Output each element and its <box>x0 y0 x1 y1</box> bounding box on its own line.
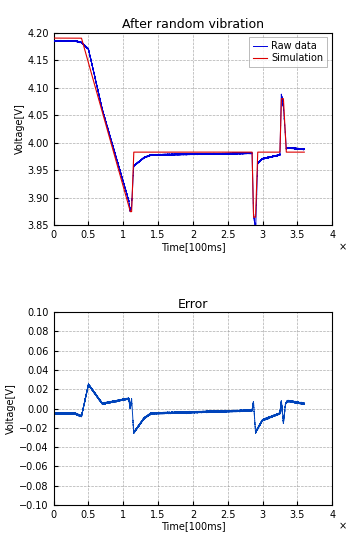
Raw data <box>111 142 115 148</box>
Y-axis label: Voltage[V]: Voltage[V] <box>6 383 16 434</box>
Simulation <box>52 35 56 41</box>
Raw data <box>183 151 187 158</box>
Simulation <box>302 149 306 155</box>
Line: Simulation: Simulation <box>54 38 304 217</box>
Simulation <box>252 214 256 220</box>
Raw data <box>302 146 306 153</box>
Legend: Raw data, Simulation: Raw data, Simulation <box>249 37 327 67</box>
X-axis label: Time[100ms]: Time[100ms] <box>161 242 225 251</box>
Title: After random vibration: After random vibration <box>122 18 264 31</box>
Simulation <box>206 149 210 155</box>
Text: $\times10^4$: $\times10^4$ <box>338 239 346 252</box>
Raw data <box>198 151 202 157</box>
Simulation <box>113 155 117 161</box>
Raw data <box>206 150 210 157</box>
Raw data <box>52 37 56 44</box>
Simulation <box>111 146 115 153</box>
Raw data <box>254 228 258 235</box>
Raw data <box>122 181 126 188</box>
Raw data <box>59 37 63 43</box>
Text: $\times10^4$: $\times10^4$ <box>338 519 346 532</box>
Line: Raw data: Raw data <box>54 40 304 231</box>
X-axis label: Time[100ms]: Time[100ms] <box>161 521 225 531</box>
Title: Error: Error <box>178 298 208 311</box>
Raw data <box>113 151 117 157</box>
Simulation <box>183 149 187 155</box>
Y-axis label: Voltage[V]: Voltage[V] <box>15 104 25 154</box>
Simulation <box>198 149 202 155</box>
Simulation <box>122 186 126 193</box>
